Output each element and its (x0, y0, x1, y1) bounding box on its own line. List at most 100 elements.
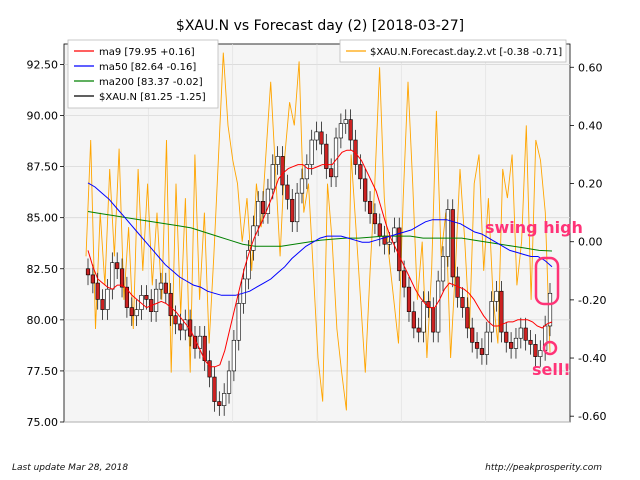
y-left-tick-label: 80.00 (27, 314, 59, 327)
y-left-tick-label: 90.00 (27, 110, 59, 123)
candle-body (256, 201, 261, 227)
candle-body (484, 331, 489, 355)
candle-body (338, 123, 343, 139)
candle-body (115, 262, 120, 270)
swing-high-label: swing high (485, 218, 583, 237)
candle-body (348, 119, 353, 141)
candle-body (158, 282, 164, 290)
candle-body (217, 401, 222, 406)
candle-body (358, 164, 363, 180)
candle-body (178, 323, 183, 331)
forecast-line (85, 52, 551, 411)
swing-high-marker (534, 256, 560, 306)
moving-averages (87, 149, 553, 368)
candle-body (470, 327, 475, 343)
candle-body (397, 227, 402, 272)
candle-body (343, 119, 348, 124)
annotations: swing high sell! (485, 218, 583, 379)
candle-body (90, 274, 95, 284)
candle-body (402, 270, 407, 288)
candle-body (85, 268, 91, 276)
candle-body (309, 139, 314, 165)
y-right-tick-label: -0.40 (578, 352, 606, 365)
candle-body (440, 256, 446, 282)
candlesticks (85, 109, 553, 416)
candle-body (207, 360, 212, 378)
candle-body (431, 307, 436, 333)
candle-body (460, 297, 465, 308)
candle-body (119, 268, 125, 288)
candle-body (489, 301, 494, 333)
candle-body (367, 201, 373, 214)
candle-body (124, 286, 130, 308)
candle-body (173, 315, 178, 325)
ma50-line (87, 182, 553, 296)
y-right-tick-label: 0.20 (578, 178, 603, 191)
candle-body (479, 348, 485, 355)
candle-body (246, 250, 251, 280)
candle-body (265, 188, 271, 214)
candle-body (474, 342, 480, 349)
forecast-series-line (85, 52, 551, 411)
candle-body (450, 209, 455, 278)
candle-body (280, 156, 285, 186)
candle-body (95, 282, 100, 300)
candle-body (241, 278, 246, 304)
legend-right-box (339, 39, 567, 63)
candle-body (329, 168, 334, 178)
candle-body (411, 311, 416, 329)
candle-body (105, 288, 110, 310)
y-right-tick-label: -0.20 (578, 294, 606, 307)
candle-body (528, 339, 533, 345)
candle-body (144, 295, 149, 300)
chart-title: $XAU.N vs Forecast day (2) [2018-03-27] (176, 18, 464, 34)
candle-body (324, 143, 329, 169)
candle-body (270, 164, 275, 190)
candle-body (153, 288, 159, 312)
candle-body (518, 327, 523, 339)
y-right-axis: -0.60 -0.40 -0.20 0.00 0.20 0.40 0.60 (570, 61, 606, 423)
candle-body (285, 184, 290, 200)
candle-body (494, 290, 499, 302)
candle-body (251, 225, 256, 251)
candle-body (547, 292, 553, 327)
y-left-tick-label: 77.50 (27, 365, 59, 378)
y-left-tick-label: 75.00 (27, 416, 59, 429)
candle-body (406, 286, 412, 312)
candle-body (134, 309, 139, 317)
candle-body (538, 350, 543, 357)
y-left-tick-label: 82.50 (27, 263, 59, 276)
candle-body (231, 339, 236, 372)
y-right-tick-label: 0.60 (578, 61, 603, 74)
legend-left: ma9 [79.95 +0.16] ma50 [82.64 -0.16] ma200… (67, 39, 219, 109)
legend-entry-label: $XAU.N [81.25 -1.25] (99, 92, 206, 103)
legend-entry-label: ma9 [79.95 +0.16] (99, 47, 195, 58)
candle-body (295, 192, 300, 223)
candle-body (304, 164, 309, 180)
legend-entry-label: ma50 [82.64 -0.16] (99, 62, 196, 73)
source-url-text: http://peakprosperity.com (485, 463, 602, 473)
candle-body (212, 376, 217, 402)
candle-body (499, 290, 504, 333)
candle-body (436, 280, 441, 333)
ma9-line (87, 149, 553, 368)
candle-body (314, 131, 319, 141)
legend-entry-label: $XAU.N.Forecast.day.2.vt [-0.38 -0.71] (370, 47, 562, 58)
candle-body (110, 262, 115, 290)
candle-body (100, 299, 105, 310)
candle-body (533, 344, 538, 357)
candle-body (363, 178, 368, 202)
y-left-tick-label: 92.50 (27, 58, 59, 71)
last-update-text: Last update Mar 28, 2018 (12, 463, 129, 473)
y-right-tick-label: 0.40 (578, 119, 603, 132)
candle-body (416, 327, 421, 333)
y-left-tick-label: 87.50 (27, 161, 59, 174)
candle-body (222, 393, 227, 406)
y-right-tick-label: -0.60 (578, 410, 606, 423)
legend-entry-label: ma200 [83.37 -0.02] (99, 77, 203, 88)
candle-body (421, 301, 426, 333)
candle-body (372, 213, 378, 225)
candle-body (445, 209, 450, 257)
candle-body (504, 331, 509, 343)
